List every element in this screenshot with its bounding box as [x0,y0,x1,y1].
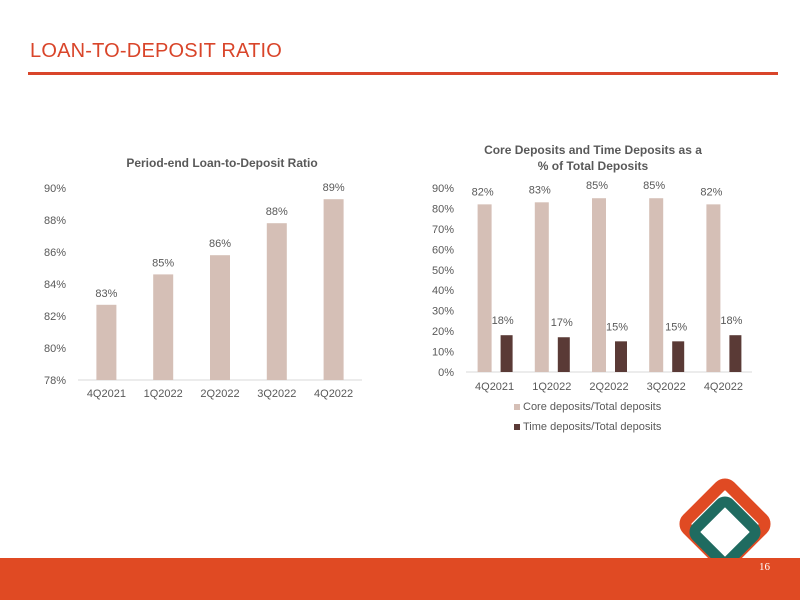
chart2-ytick-label: 70% [432,224,454,236]
chart2-ytick-label: 60% [432,244,454,256]
chart2-title-line2: % of Total Deposits [538,159,649,173]
charts-canvas: Period-end Loan-to-Deposit Ratio 78% 80% 82… [44,143,752,433]
chart2-data-label-series2: 18% [720,315,742,327]
chart1-bar [153,274,174,380]
chart2-bar-series2 [557,337,570,372]
chart2-title-line1: Core Deposits and Time Deposits as a [484,143,702,157]
chart1-xtick-label: 4Q2022 [314,388,353,400]
chart2-xtick-label: 4Q2022 [704,381,743,393]
chart2-ytick-label: 50% [432,265,454,277]
chart2-ytick-label: 30% [432,306,454,318]
chart2-legend-label: Core deposits/Total deposits [523,401,662,413]
chart2-data-label-series2: 17% [551,317,573,329]
chart2-bar-series1 [706,204,721,372]
chart1-ytick-label: 88% [44,215,66,227]
company-logo-icon [679,478,771,570]
chart2-xtick-label: 4Q2021 [475,381,514,393]
chart2-ytick-label: 40% [432,285,454,297]
chart2-ytick-label: 80% [432,203,454,215]
chart2-data-label-series1: 82% [472,186,494,198]
chart1-bar [323,199,344,380]
chart2-data-label-series2: 15% [606,321,628,333]
chart1-title: Period-end Loan-to-Deposit Ratio [126,156,317,170]
chart2-legend-label: Time deposits/Total deposits [523,421,662,433]
chart2-legend-swatch [514,424,520,430]
chart1-ytick-label: 86% [44,247,66,259]
chart1-bar [266,223,287,380]
chart2-data-label-series1: 82% [700,186,722,198]
chart2-bar-series2 [615,341,627,372]
chart1-ytick-label: 82% [44,311,66,323]
chart2-bar-series2 [500,335,513,372]
slide-title: LOAN-TO-DEPOSIT RATIO [30,40,283,62]
chart1-bar [210,255,230,380]
chart2-data-label-series1: 85% [586,180,608,192]
chart1-data-label: 88% [266,206,288,218]
chart2-data-label-series2: 15% [665,321,687,333]
chart1-xtick-label: 3Q2022 [257,388,296,400]
chart2-ytick-label: 0% [438,367,454,379]
page-number: 16 [759,561,770,573]
chart1-ytick-label: 78% [44,375,66,387]
chart2-bar-series1 [534,202,549,372]
chart2-bar-series1 [592,198,606,372]
footer-bar [0,558,800,600]
chart1-data-label: 83% [95,288,117,300]
chart2-data-label-series1: 85% [643,180,665,192]
chart2-xtick-label: 2Q2022 [589,381,628,393]
chart2-data-label-series2: 18% [492,315,514,327]
chart1-xtick-label: 2Q2022 [200,388,239,400]
chart1-ytick-label: 90% [44,183,66,195]
title-rule [28,72,778,75]
chart1-data-label: 89% [323,182,345,194]
chart2-legend-swatch [514,404,520,410]
chart2-ytick-label: 20% [432,326,454,338]
chart1-xtick-label: 4Q2021 [87,388,126,400]
chart1-bar [96,304,117,380]
chart2-data-label-series1: 83% [529,184,551,196]
chart2-xtick-label: 3Q2022 [647,381,686,393]
chart1-xtick-label: 1Q2022 [144,388,183,400]
chart2-ytick-label: 90% [432,183,454,195]
chart1-data-label: 86% [209,238,231,250]
chart2-bar-series1 [477,204,492,372]
chart2-ytick-label: 10% [432,347,454,359]
chart2-bar-series2 [672,341,685,372]
chart2-bar-series2 [729,335,742,372]
chart1-data-label: 85% [152,257,174,269]
chart1-ytick-label: 84% [44,279,66,291]
chart1-ytick-label: 80% [44,343,66,355]
chart2-xtick-label: 1Q2022 [532,381,571,393]
chart2-bar-series1 [649,198,664,372]
